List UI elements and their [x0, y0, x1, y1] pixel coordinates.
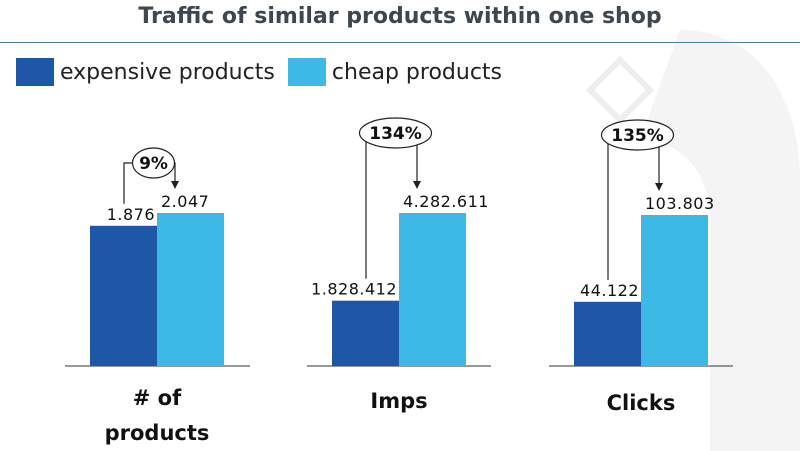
data-label: 4.282.611 — [403, 192, 489, 211]
arrow-down-icon — [413, 181, 421, 189]
change-bubble — [131, 147, 176, 179]
data-label: 2.047 — [161, 192, 209, 211]
category-label: # of — [133, 386, 182, 410]
change-label: 9% — [139, 154, 168, 174]
chart-title: Traffic of similar products within one s… — [138, 4, 662, 29]
legend-swatch-expensive — [16, 58, 54, 86]
data-label: 1.828.412 — [311, 280, 397, 299]
change-label: 134% — [369, 124, 422, 144]
change-bubble — [358, 117, 433, 149]
title-divider — [0, 42, 800, 43]
arrow-down-icon — [655, 183, 663, 191]
legend-label-expensive: expensive products — [60, 59, 275, 85]
data-label: 1.876 — [107, 205, 155, 224]
change-bubble — [600, 119, 675, 151]
legend-item-cheap: cheap products — [287, 58, 502, 86]
bar-expensive — [332, 300, 399, 366]
bar-expensive — [90, 225, 157, 366]
legend-label-cheap: cheap products — [331, 59, 502, 85]
bar-cheap — [399, 213, 466, 366]
data-label: 103.803 — [645, 194, 715, 213]
bar-cheap — [641, 215, 708, 366]
legend: expensive products cheap products — [16, 58, 510, 88]
watermark-logo — [585, 30, 800, 451]
legend-item-expensive: expensive products — [16, 58, 275, 86]
bar-expensive — [574, 301, 641, 366]
category-label: Clicks — [607, 391, 676, 415]
bar-cheap — [157, 213, 224, 366]
legend-swatch-cheap — [287, 58, 326, 86]
category-label: Imps — [370, 389, 427, 413]
data-label: 44.122 — [580, 281, 639, 300]
arrow-down-icon — [171, 181, 179, 189]
change-label: 135% — [611, 126, 664, 146]
category-label: products — [105, 421, 210, 445]
